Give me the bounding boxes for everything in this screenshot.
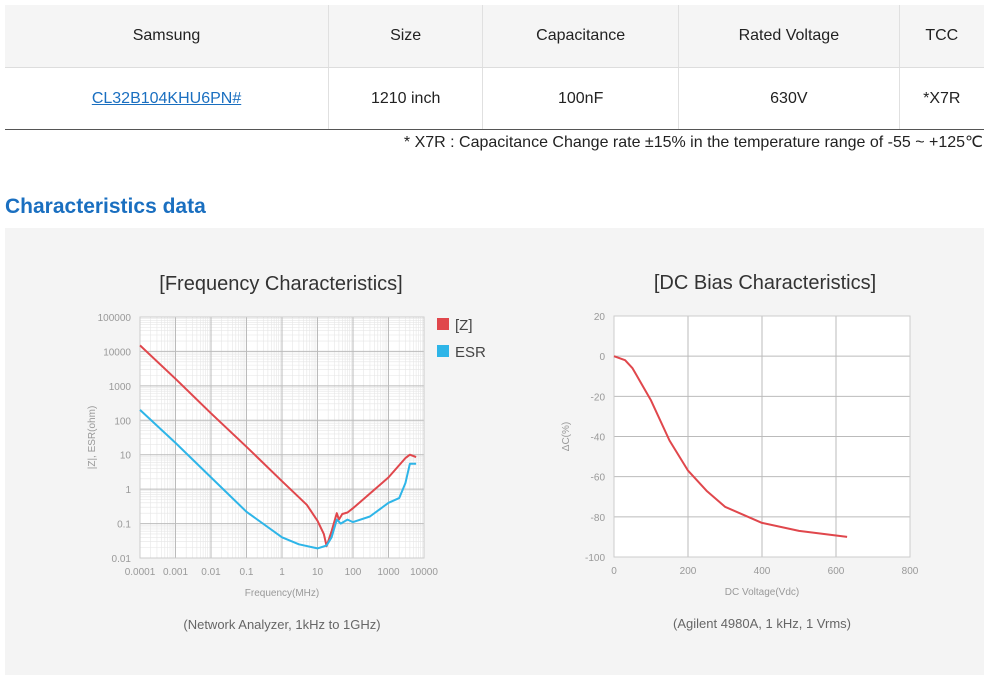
x-tick-label: 1 bbox=[279, 567, 285, 578]
col-header: Size bbox=[328, 5, 484, 68]
y-tick-label: 1 bbox=[125, 485, 131, 496]
legend-swatch bbox=[437, 345, 449, 357]
chart-title: [DC Bias Characteristics] bbox=[654, 272, 876, 294]
part-number-link[interactable]: CL32B104KHU6PN# bbox=[91, 89, 242, 107]
chart-title: [Frequency Characteristics] bbox=[159, 273, 402, 295]
col-header: Rated Voltage bbox=[678, 5, 900, 68]
legend-label: ESR bbox=[455, 344, 486, 361]
col-header: TCC bbox=[899, 5, 984, 68]
x-tick-label: 10 bbox=[312, 567, 324, 578]
x-tick-label: 0.0001 bbox=[125, 567, 156, 578]
x-axis-label: Frequency(MHz) bbox=[245, 588, 319, 599]
x-tick-label: 1000 bbox=[377, 567, 400, 578]
y-tick-label: -80 bbox=[591, 513, 606, 524]
plot-border bbox=[139, 316, 425, 559]
y-tick-label: 0 bbox=[599, 352, 605, 363]
x-tick-label: 0.001 bbox=[163, 567, 188, 578]
y-tick-label: -100 bbox=[585, 553, 605, 564]
plot-border bbox=[613, 315, 911, 558]
x-tick-label: 0.01 bbox=[201, 567, 221, 578]
x-tick-label: 600 bbox=[828, 566, 845, 577]
capacitance-cell: 100nF bbox=[482, 67, 680, 130]
col-header: Capacitance bbox=[482, 5, 680, 68]
x-axis-label: DC Voltage(Vdc) bbox=[725, 587, 799, 598]
tcc-cell: *X7R bbox=[899, 67, 984, 130]
section-title: Characteristics data bbox=[5, 195, 206, 218]
y-tick-label: 0.1 bbox=[117, 520, 131, 531]
table-header-row: Samsung Size Capacitance Rated Voltage T… bbox=[5, 5, 984, 68]
rated-voltage-cell: 630V bbox=[678, 67, 900, 130]
legend-swatch bbox=[437, 318, 449, 330]
x-tick-label: 800 bbox=[902, 566, 919, 577]
x-tick-label: 100 bbox=[345, 567, 362, 578]
y-axis-label: ΔC(%) bbox=[561, 422, 572, 451]
y-tick-label: 100000 bbox=[98, 313, 132, 324]
y-tick-label: 100 bbox=[114, 416, 131, 427]
spec-table: Samsung Size Capacitance Rated Voltage T… bbox=[5, 5, 984, 130]
y-tick-label: 0.01 bbox=[112, 554, 132, 565]
y-tick-label: -60 bbox=[591, 473, 606, 484]
y-tick-label: 1000 bbox=[109, 382, 132, 393]
x-tick-label: 400 bbox=[754, 566, 771, 577]
tcc-note: * X7R : Capacitance Change rate ±15% in … bbox=[403, 134, 983, 151]
y-tick-label: -20 bbox=[591, 392, 606, 403]
col-header: Samsung bbox=[5, 5, 330, 68]
y-tick-label: 10000 bbox=[103, 347, 131, 358]
y-tick-label: -40 bbox=[591, 433, 606, 444]
x-tick-label: 10000 bbox=[410, 567, 438, 578]
x-tick-label: 0.1 bbox=[240, 567, 254, 578]
series-line-z bbox=[139, 344, 417, 548]
x-tick-label: 200 bbox=[680, 566, 697, 577]
y-tick-label: 20 bbox=[594, 312, 606, 323]
chart-caption: (Agilent 4980A, 1 kHz, 1 Vrms) bbox=[673, 616, 851, 631]
legend-label: [Z] bbox=[455, 317, 473, 334]
chart-caption: (Network Analyzer, 1kHz to 1GHz) bbox=[183, 617, 380, 632]
y-axis-label: |Z|, ESR(ohm) bbox=[87, 406, 98, 470]
size-cell: 1210 inch bbox=[328, 67, 484, 130]
y-tick-label: 10 bbox=[120, 451, 132, 462]
series-line-dcbias bbox=[613, 355, 848, 538]
x-tick-label: 0 bbox=[611, 566, 617, 577]
table-row: CL32B104KHU6PN# 1210 inch 100nF 630V *X7… bbox=[5, 67, 984, 130]
series-line-esr bbox=[139, 409, 417, 550]
